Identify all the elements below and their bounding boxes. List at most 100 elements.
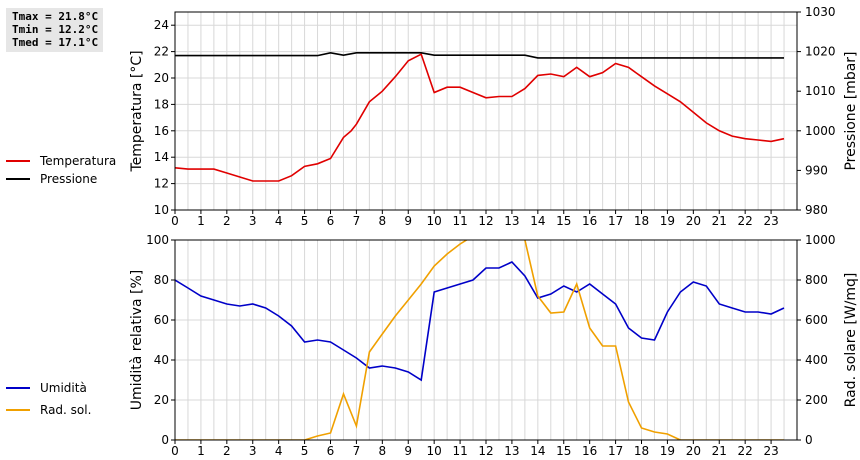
y-tick-label-left: 40 — [154, 353, 169, 367]
y-tick-label-right: 980 — [805, 203, 828, 217]
y-tick-label-left: 16 — [154, 124, 169, 138]
y-tick-label-left: 22 — [154, 45, 169, 59]
legend-humidity: Umidità — [6, 381, 87, 395]
y-tick-label-right: 600 — [805, 313, 828, 327]
x-tick-label: 7 — [353, 214, 361, 228]
x-tick-label: 10 — [427, 444, 442, 458]
x-tick-label: 13 — [504, 444, 519, 458]
legend-pressure: Pressione — [6, 172, 97, 186]
stat-tmax: Tmax = 21.8°C — [12, 10, 99, 23]
plot-frame — [174, 239, 798, 441]
x-tick-label: 12 — [478, 214, 493, 228]
y-axis-label-left: Temperatura [°C] — [129, 50, 145, 172]
series-line-rad-sol — [175, 240, 784, 440]
y-tick-label-right: 1000 — [805, 233, 836, 247]
x-tick-label: 22 — [738, 214, 753, 228]
y-tick-label-left: 20 — [154, 71, 169, 85]
y-tick-label-left: 18 — [154, 97, 169, 111]
x-tick-label: 9 — [404, 214, 412, 228]
legend-humidity-label: Umidità — [40, 381, 87, 395]
y-tick-label-right: 0 — [805, 433, 813, 447]
x-tick-label: 18 — [634, 214, 649, 228]
y-tick-label-left: 80 — [154, 273, 169, 287]
x-tick-label: 21 — [712, 444, 727, 458]
y-tick-label-left: 100 — [146, 233, 169, 247]
legend-pressure-label: Pressione — [40, 172, 98, 186]
x-tick-label: 16 — [582, 214, 597, 228]
x-tick-label: 0 — [171, 214, 179, 228]
x-tick-label: 19 — [660, 444, 675, 458]
y-axis-label-left: Umidità relativa [%] — [129, 270, 145, 411]
x-tick-label: 6 — [327, 214, 335, 228]
x-tick-label: 17 — [608, 214, 623, 228]
y-tick-label-right: 1010 — [805, 84, 836, 98]
legend-pressure-swatch — [6, 178, 30, 180]
y-axis-label-right: Rad. solare [W/mq] — [843, 273, 859, 408]
x-tick-label: 2 — [223, 214, 231, 228]
x-tick-label: 18 — [634, 444, 649, 458]
x-tick-label: 2 — [223, 444, 231, 458]
x-tick-label: 3 — [249, 444, 257, 458]
y-tick-label-left: 60 — [154, 313, 169, 327]
x-tick-label: 10 — [427, 214, 442, 228]
y-tick-label-right: 1030 — [805, 5, 836, 19]
y-tick-label-right: 200 — [805, 393, 828, 407]
x-tick-label: 15 — [556, 214, 571, 228]
series-line-umidit — [175, 261, 785, 382]
x-tick-label: 22 — [738, 444, 753, 458]
x-tick-label: 5 — [301, 214, 309, 228]
stat-tmed: Tmed = 17.1°C — [12, 36, 99, 49]
legend-humidity-swatch — [6, 387, 30, 389]
x-tick-label: 4 — [275, 444, 283, 458]
y-tick-label-left: 10 — [154, 203, 169, 217]
x-tick-label: 11 — [452, 444, 467, 458]
x-tick-label: 17 — [608, 444, 623, 458]
x-tick-label: 12 — [478, 444, 493, 458]
y-tick-label-right: 400 — [805, 353, 828, 367]
x-tick-label: 13 — [504, 214, 519, 228]
x-tick-label: 1 — [197, 214, 205, 228]
series-line-temperatura — [175, 53, 785, 182]
x-tick-label: 0 — [171, 444, 179, 458]
x-tick-label: 9 — [404, 444, 412, 458]
legend-temperature-swatch — [6, 160, 30, 162]
x-tick-label: 11 — [452, 214, 467, 228]
x-tick-label: 23 — [763, 444, 778, 458]
x-tick-label: 4 — [275, 214, 283, 228]
legend-temperature-label: Temperatura — [40, 154, 117, 168]
x-tick-label: 8 — [379, 444, 387, 458]
x-tick-label: 19 — [660, 214, 675, 228]
series-line-pressione — [175, 51, 784, 59]
stat-tmin: Tmin = 12.2°C — [12, 23, 99, 36]
legend-temperature: Temperatura — [6, 154, 116, 168]
x-tick-label: 7 — [353, 444, 361, 458]
y-tick-label-left: 0 — [161, 433, 169, 447]
stats-box: Tmax = 21.8°C Tmin = 12.2°C Tmed = 17.1°… — [6, 8, 104, 52]
x-tick-label: 20 — [686, 444, 701, 458]
x-tick-label: 20 — [686, 214, 701, 228]
y-tick-label-right: 1000 — [805, 124, 836, 138]
legend-solar-swatch — [6, 409, 30, 411]
x-tick-label: 15 — [556, 444, 571, 458]
x-tick-label: 14 — [530, 214, 545, 228]
x-tick-label: 21 — [712, 214, 727, 228]
x-tick-label: 6 — [327, 444, 335, 458]
x-tick-label: 14 — [530, 444, 545, 458]
y-tick-label-left: 12 — [154, 177, 169, 191]
legend-solar-label: Rad. sol. — [40, 403, 92, 417]
y-tick-label-left: 20 — [154, 393, 169, 407]
x-tick-label: 8 — [379, 214, 387, 228]
x-tick-label: 3 — [249, 214, 257, 228]
x-tick-label: 1 — [197, 444, 205, 458]
legend-solar: Rad. sol. — [6, 403, 91, 417]
plot-frame — [174, 11, 798, 211]
y-tick-label-left: 24 — [154, 18, 169, 32]
x-tick-label: 5 — [301, 444, 309, 458]
y-tick-label-right: 1020 — [805, 45, 836, 59]
x-tick-label: 16 — [582, 444, 597, 458]
y-tick-label-right: 990 — [805, 163, 828, 177]
y-tick-label-left: 14 — [154, 150, 169, 164]
